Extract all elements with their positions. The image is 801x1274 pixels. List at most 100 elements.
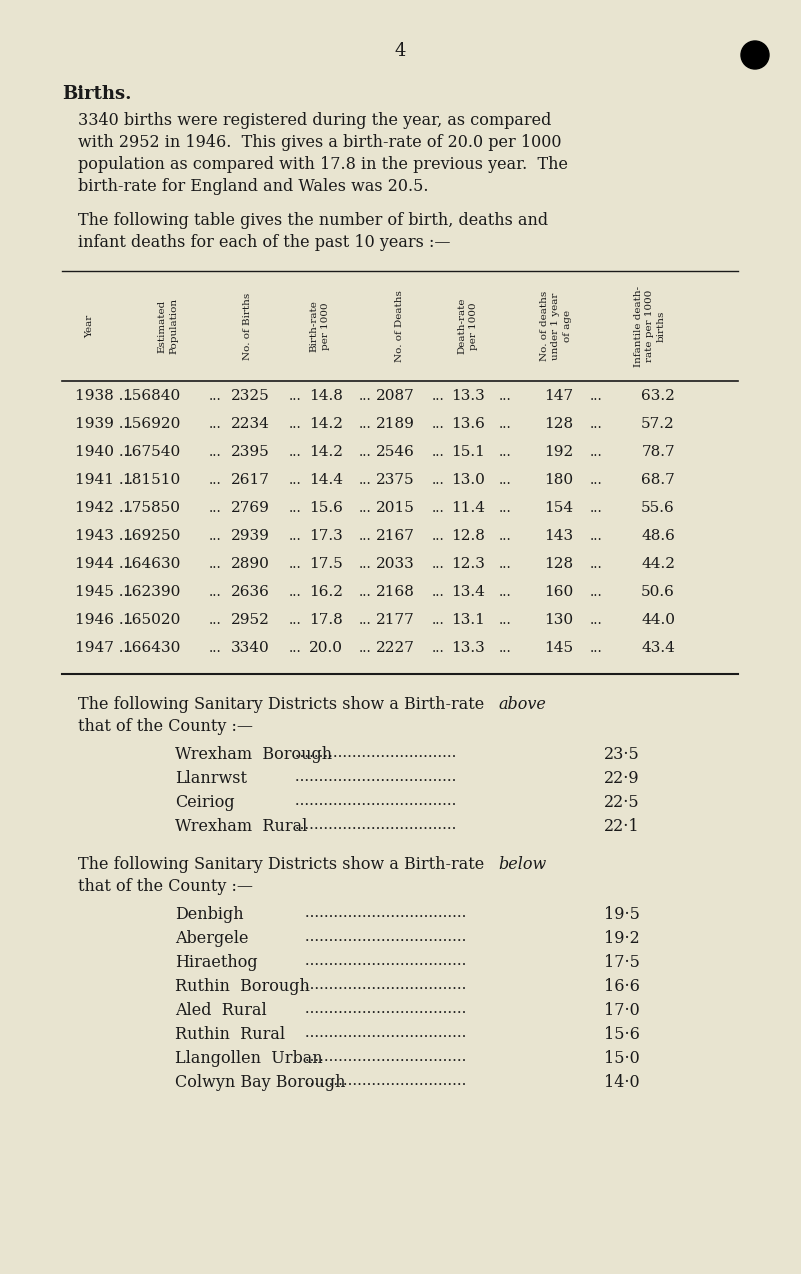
Text: ...: ... <box>288 641 301 655</box>
Text: 156840: 156840 <box>122 389 180 403</box>
Text: 3340: 3340 <box>231 641 270 655</box>
Text: 2769: 2769 <box>231 501 270 515</box>
Text: Year: Year <box>86 315 95 338</box>
Text: ..................................: .................................. <box>300 1074 466 1088</box>
Text: 147: 147 <box>544 389 573 403</box>
Text: that of the County :—: that of the County :— <box>78 719 253 735</box>
Text: ...: ... <box>359 473 372 487</box>
Text: Ruthin  Borough: Ruthin Borough <box>175 978 310 995</box>
Text: 143: 143 <box>544 529 573 543</box>
Text: 2952: 2952 <box>231 613 270 627</box>
Text: ...: ... <box>208 501 221 515</box>
Text: 15·6: 15·6 <box>604 1026 640 1043</box>
Text: ...: ... <box>359 389 372 403</box>
Text: below: below <box>498 856 546 873</box>
Text: ...: ... <box>499 641 511 655</box>
Text: ...: ... <box>288 417 301 431</box>
Text: 15·0: 15·0 <box>604 1050 640 1068</box>
Text: 17.8: 17.8 <box>309 613 343 627</box>
Text: ...: ... <box>432 585 445 599</box>
Text: The following Sanitary Districts show a Birth-rate: The following Sanitary Districts show a … <box>78 856 489 873</box>
Text: 68.7: 68.7 <box>642 473 675 487</box>
Text: ...: ... <box>208 389 221 403</box>
Text: 1940 ...: 1940 ... <box>75 445 133 459</box>
Text: ...: ... <box>208 641 221 655</box>
Text: 17·0: 17·0 <box>604 1001 640 1019</box>
Text: ...: ... <box>499 529 511 543</box>
Text: 175850: 175850 <box>122 501 180 515</box>
Text: ...: ... <box>499 389 511 403</box>
Text: ...: ... <box>359 417 372 431</box>
Text: ...: ... <box>208 613 221 627</box>
Text: ..................................: .................................. <box>300 906 466 920</box>
Text: ...: ... <box>288 585 301 599</box>
Text: 2033: 2033 <box>376 557 415 571</box>
Text: 78.7: 78.7 <box>642 445 675 459</box>
Text: Birth-rate
per 1000: Birth-rate per 1000 <box>310 301 330 352</box>
Text: ...: ... <box>432 445 445 459</box>
Text: 1941 ...: 1941 ... <box>75 473 133 487</box>
Text: 4: 4 <box>394 42 405 60</box>
Text: 2177: 2177 <box>376 613 415 627</box>
Text: 130: 130 <box>544 613 573 627</box>
Text: 12.8: 12.8 <box>451 529 485 543</box>
Text: 2617: 2617 <box>231 473 270 487</box>
Text: 1942 ...: 1942 ... <box>75 501 133 515</box>
Text: 2395: 2395 <box>231 445 270 459</box>
Text: 2636: 2636 <box>231 585 270 599</box>
Text: ..................................: .................................. <box>300 954 466 968</box>
Text: infant deaths for each of the past 10 years :—: infant deaths for each of the past 10 ye… <box>78 234 450 251</box>
Text: ..................................: .................................. <box>300 978 466 992</box>
Text: ...: ... <box>590 473 602 487</box>
Text: 3340 births were registered during the year, as compared: 3340 births were registered during the y… <box>78 112 551 129</box>
Text: 164630: 164630 <box>122 557 180 571</box>
Text: 19·2: 19·2 <box>604 930 640 947</box>
Text: 13.6: 13.6 <box>451 417 485 431</box>
Text: 13.0: 13.0 <box>451 473 485 487</box>
Text: 22·1: 22·1 <box>605 818 640 834</box>
Text: ...: ... <box>432 529 445 543</box>
Text: ...: ... <box>288 473 301 487</box>
Circle shape <box>741 41 769 69</box>
Text: ...: ... <box>432 501 445 515</box>
Text: 160: 160 <box>544 585 573 599</box>
Text: Wrexham  Rural: Wrexham Rural <box>175 818 308 834</box>
Text: ...: ... <box>499 585 511 599</box>
Text: 128: 128 <box>544 417 573 431</box>
Text: ...: ... <box>208 529 221 543</box>
Text: ...: ... <box>208 417 221 431</box>
Text: Wrexham  Borough: Wrexham Borough <box>175 747 332 763</box>
Text: 192: 192 <box>544 445 573 459</box>
Text: Colwyn Bay Borough: Colwyn Bay Borough <box>175 1074 345 1091</box>
Text: ...: ... <box>432 417 445 431</box>
Text: ...: ... <box>288 501 301 515</box>
Text: birth-rate for England and Wales was 20.5.: birth-rate for England and Wales was 20.… <box>78 178 429 195</box>
Text: 17.3: 17.3 <box>309 529 343 543</box>
Text: 11.4: 11.4 <box>451 501 485 515</box>
Text: 2227: 2227 <box>376 641 415 655</box>
Text: 2234: 2234 <box>231 417 270 431</box>
Text: 12.3: 12.3 <box>451 557 485 571</box>
Text: ...: ... <box>359 501 372 515</box>
Text: 169250: 169250 <box>122 529 180 543</box>
Text: 1944 ...: 1944 ... <box>75 557 133 571</box>
Text: 2890: 2890 <box>231 557 270 571</box>
Text: ..................................: .................................. <box>290 818 457 832</box>
Text: 23·5: 23·5 <box>604 747 640 763</box>
Text: ...: ... <box>288 529 301 543</box>
Text: 156920: 156920 <box>122 417 180 431</box>
Text: Ceiriog: Ceiriog <box>175 794 235 812</box>
Text: with 2952 in 1946.  This gives a birth-rate of 20.0 per 1000: with 2952 in 1946. This gives a birth-ra… <box>78 134 562 152</box>
Text: that of the County :—: that of the County :— <box>78 878 253 896</box>
Text: ..................................: .................................. <box>300 930 466 944</box>
Text: 20.0: 20.0 <box>309 641 343 655</box>
Text: above: above <box>498 696 545 713</box>
Text: population as compared with 17.8 in the previous year.  The: population as compared with 17.8 in the … <box>78 155 568 173</box>
Text: Llanrwst: Llanrwst <box>175 769 247 787</box>
Text: ...: ... <box>432 389 445 403</box>
Text: 166430: 166430 <box>122 641 180 655</box>
Text: Death-rate
per 1000: Death-rate per 1000 <box>458 298 478 354</box>
Text: ...: ... <box>359 585 372 599</box>
Text: ...: ... <box>208 585 221 599</box>
Text: 1939 ...: 1939 ... <box>75 417 133 431</box>
